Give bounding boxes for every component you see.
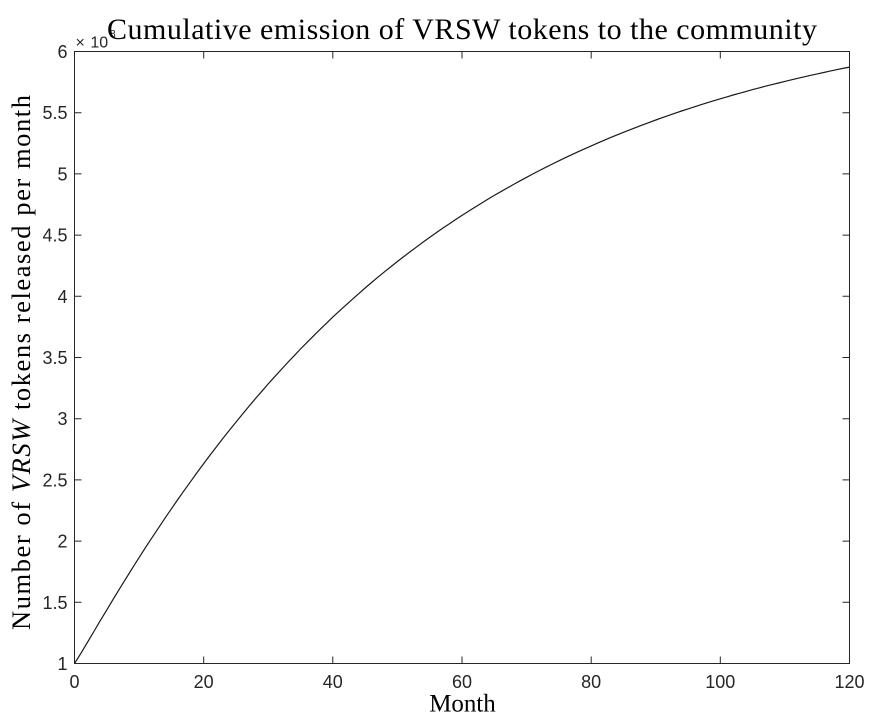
svg-text:120: 120 — [834, 672, 864, 692]
svg-text:4: 4 — [57, 287, 67, 307]
svg-text:2.5: 2.5 — [42, 470, 67, 490]
svg-text:5: 5 — [57, 164, 67, 184]
svg-text:100: 100 — [705, 672, 735, 692]
svg-text:0: 0 — [69, 672, 79, 692]
svg-text:40: 40 — [323, 672, 343, 692]
svg-text:Number of VRSW tokens released: Number of VRSW tokens released per month — [6, 95, 36, 630]
svg-text:20: 20 — [194, 672, 214, 692]
svg-text:5.5: 5.5 — [42, 103, 67, 123]
svg-text:60: 60 — [452, 672, 472, 692]
svg-text:6: 6 — [57, 42, 67, 62]
svg-text:80: 80 — [581, 672, 601, 692]
svg-text:3.5: 3.5 — [42, 348, 67, 368]
svg-text:Cumulative emission of VRSW to: Cumulative emission of VRSW tokens to th… — [107, 13, 817, 46]
svg-text:Month: Month — [429, 691, 496, 718]
svg-text:3: 3 — [57, 409, 67, 429]
svg-text:4.5: 4.5 — [42, 226, 67, 246]
svg-text:1: 1 — [57, 654, 67, 674]
svg-text:1.5: 1.5 — [42, 593, 67, 613]
svg-text:2: 2 — [57, 532, 67, 552]
